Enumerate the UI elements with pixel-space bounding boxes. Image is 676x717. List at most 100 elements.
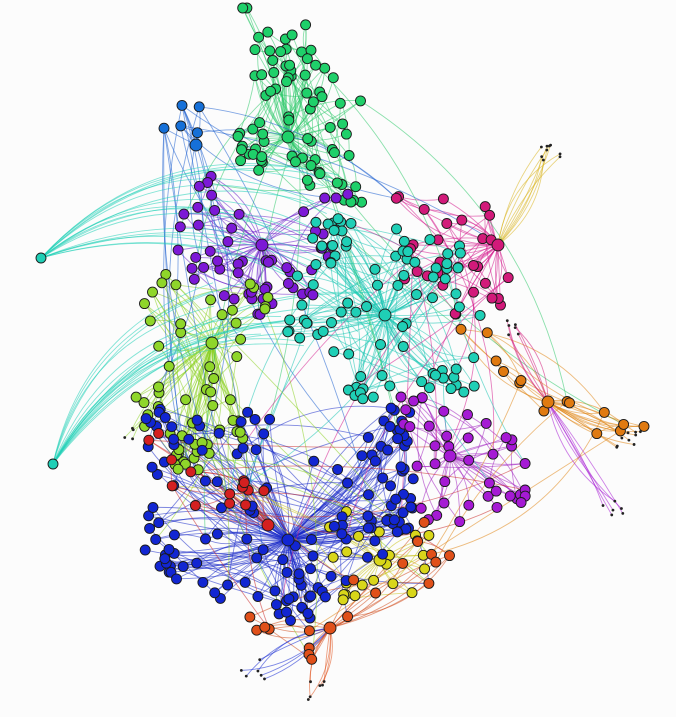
graph-node-red — [258, 485, 270, 497]
edge-cross — [171, 485, 270, 630]
edge-purple — [409, 422, 487, 431]
graph-node-red — [166, 480, 178, 492]
graph-node-lime — [130, 391, 142, 403]
graph-node-blue — [307, 550, 319, 562]
edge-cross — [315, 64, 462, 330]
graph-node-teal — [332, 213, 344, 225]
graph-node-purple — [423, 420, 435, 432]
graph-node-teal — [310, 259, 322, 270]
graph-node-yellow — [356, 579, 368, 591]
graph-node-purple — [483, 477, 495, 489]
graph-node-magenta — [468, 260, 479, 271]
edge-cross — [431, 380, 522, 555]
graph-node-lime — [224, 394, 236, 406]
graph-node-blue — [252, 591, 264, 602]
edge-outlier — [52, 290, 213, 465]
satellite-node — [131, 428, 135, 432]
graph-node-blue — [241, 533, 253, 545]
hub-node-orange-red — [323, 621, 337, 635]
edge-outlier — [52, 317, 317, 465]
graph-node-purple — [504, 490, 516, 502]
edge-cross — [455, 292, 475, 370]
graph-node-blue — [251, 552, 263, 564]
graph-node-green — [331, 177, 343, 189]
edge-teal — [333, 230, 386, 316]
edge-teal — [384, 293, 457, 316]
graph-node-orange — [618, 418, 630, 430]
graph-node-magenta — [437, 193, 449, 205]
graph-node-blue — [388, 514, 400, 526]
graph-node-green — [328, 147, 340, 159]
graph-node-green — [262, 26, 274, 38]
graph-node-teal — [411, 289, 422, 300]
graph-node-violet — [319, 192, 331, 204]
graph-node-lime — [147, 286, 158, 298]
graph-node-lime — [230, 317, 242, 329]
graph-node-blue — [398, 488, 409, 500]
graph-node-teal — [391, 223, 402, 235]
graph-node-orange — [598, 406, 610, 418]
graph-node-green — [355, 95, 366, 107]
graph-node-yellow — [327, 551, 339, 563]
graph-node-violet — [226, 222, 238, 234]
graph-node-blue — [377, 472, 389, 484]
edge-satellite — [497, 144, 552, 246]
edge-purple — [417, 463, 526, 468]
edge-blue — [269, 419, 289, 541]
edge-blue — [176, 538, 347, 580]
graph-node-magenta — [390, 192, 402, 204]
graph-node-green — [290, 156, 301, 168]
edge-purple — [449, 455, 461, 522]
graph-node-teal — [310, 216, 322, 228]
graph-node-teal — [398, 269, 410, 281]
graph-node-teal — [454, 247, 466, 259]
graph-node-orange — [564, 397, 575, 409]
graph-node-blue — [200, 533, 211, 545]
graph-node-purple — [490, 485, 502, 497]
edge-blue — [290, 580, 347, 621]
edge-outlier — [40, 232, 385, 302]
graph-node-teal — [335, 306, 347, 318]
edge-outlier — [52, 322, 285, 465]
edge-satellite — [547, 401, 618, 448]
graph-node-magenta — [418, 203, 430, 215]
graph-node-violet — [174, 221, 186, 233]
graph-node-blue — [191, 557, 203, 569]
edge-outlier — [40, 242, 375, 335]
graph-node-orange-red — [397, 557, 409, 569]
satellite-node — [505, 319, 509, 323]
edge-cross — [350, 201, 624, 425]
hub-node-lime — [205, 336, 219, 350]
graph-node-purple — [519, 458, 531, 469]
graph-node-blue — [239, 576, 251, 588]
graph-node-orange-red — [418, 516, 430, 528]
graph-node-teal — [328, 224, 340, 236]
graph-node-purple — [482, 490, 494, 502]
graph-node-red — [185, 466, 197, 478]
edge-satellite — [497, 156, 543, 246]
graph-node-magenta — [479, 201, 491, 213]
edge-blue — [173, 424, 369, 440]
graph-node-teal — [294, 332, 306, 344]
graph-node-magenta — [468, 286, 479, 298]
satellite-node — [627, 438, 631, 442]
hub-node-violet — [255, 238, 269, 252]
graph-node-violet — [233, 208, 245, 220]
graph-node-orange-red — [430, 556, 442, 568]
graph-node-green — [334, 97, 346, 109]
graph-node-red — [153, 427, 165, 439]
edge-cross — [190, 465, 526, 491]
graph-node-lime — [262, 291, 274, 303]
graph-node-green — [340, 128, 352, 140]
edge-teal — [340, 221, 457, 370]
graph-node-teal — [398, 235, 410, 247]
graph-node-green — [319, 62, 331, 74]
hub-node-teal — [378, 308, 392, 322]
graph-node-blue — [391, 526, 403, 538]
graph-node-blue — [168, 529, 180, 541]
graph-node-yellow — [349, 590, 361, 602]
graph-node-lime — [139, 298, 150, 310]
graph-node-teal — [317, 325, 329, 337]
edge-outlier — [40, 212, 309, 259]
graph-node-teal — [468, 352, 480, 364]
